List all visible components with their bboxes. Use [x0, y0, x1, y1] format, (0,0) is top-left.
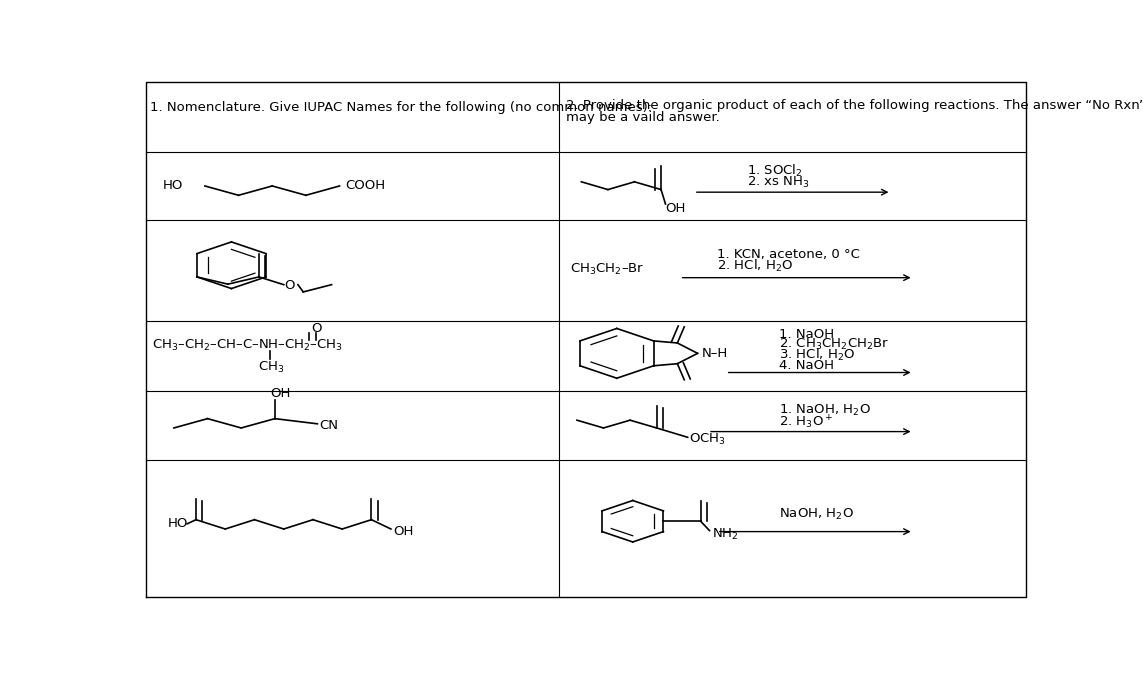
Text: 2. CH$_3$CH$_2$CH$_2$Br: 2. CH$_3$CH$_2$CH$_2$Br	[778, 337, 889, 352]
Text: OH: OH	[271, 387, 290, 400]
Text: OH: OH	[393, 524, 414, 538]
Text: CH$_3$: CH$_3$	[258, 360, 285, 375]
Text: NaOH, H$_2$O: NaOH, H$_2$O	[778, 507, 854, 522]
Text: 2. xs NH$_3$: 2. xs NH$_3$	[748, 175, 809, 190]
Text: O: O	[285, 279, 295, 292]
Text: 3. HCl, H$_2$O: 3. HCl, H$_2$O	[778, 347, 855, 363]
Text: 2. HCl, H$_2$O: 2. HCl, H$_2$O	[717, 258, 793, 275]
Text: O: O	[311, 322, 321, 335]
Text: 1. SOCl$_2$: 1. SOCl$_2$	[748, 164, 802, 180]
Text: may be a vaild answer.: may be a vaild answer.	[566, 110, 720, 124]
Text: CH$_3$–CH$_2$–CH–C–NH–CH$_2$–CH$_3$: CH$_3$–CH$_2$–CH–C–NH–CH$_2$–CH$_3$	[152, 338, 343, 353]
Text: OH: OH	[665, 202, 686, 215]
Text: 2. Provide the organic product of each of the following reactions. The answer “N: 2. Provide the organic product of each o…	[566, 99, 1143, 112]
Text: HO: HO	[168, 518, 189, 530]
Text: 1. KCN, acetone, 0 °C: 1. KCN, acetone, 0 °C	[717, 248, 860, 261]
Text: CN: CN	[319, 419, 338, 432]
Text: CH$_3$CH$_2$–Br: CH$_3$CH$_2$–Br	[570, 262, 645, 277]
Text: COOH: COOH	[345, 180, 385, 192]
Text: OCH$_3$: OCH$_3$	[689, 432, 726, 447]
Text: NH$_2$: NH$_2$	[712, 527, 738, 542]
Text: 1. Nomenclature. Give IUPAC Names for the following (no common names):: 1. Nomenclature. Give IUPAC Names for th…	[150, 101, 653, 114]
Text: N–H: N–H	[702, 347, 728, 360]
Text: 1. NaOH: 1. NaOH	[778, 328, 834, 341]
Text: HO: HO	[162, 180, 183, 192]
Text: 4. NaOH: 4. NaOH	[778, 359, 834, 371]
Text: 1. NaOH, H$_2$O: 1. NaOH, H$_2$O	[778, 403, 871, 419]
Text: 2. H$_3$O$^+$: 2. H$_3$O$^+$	[778, 414, 833, 431]
